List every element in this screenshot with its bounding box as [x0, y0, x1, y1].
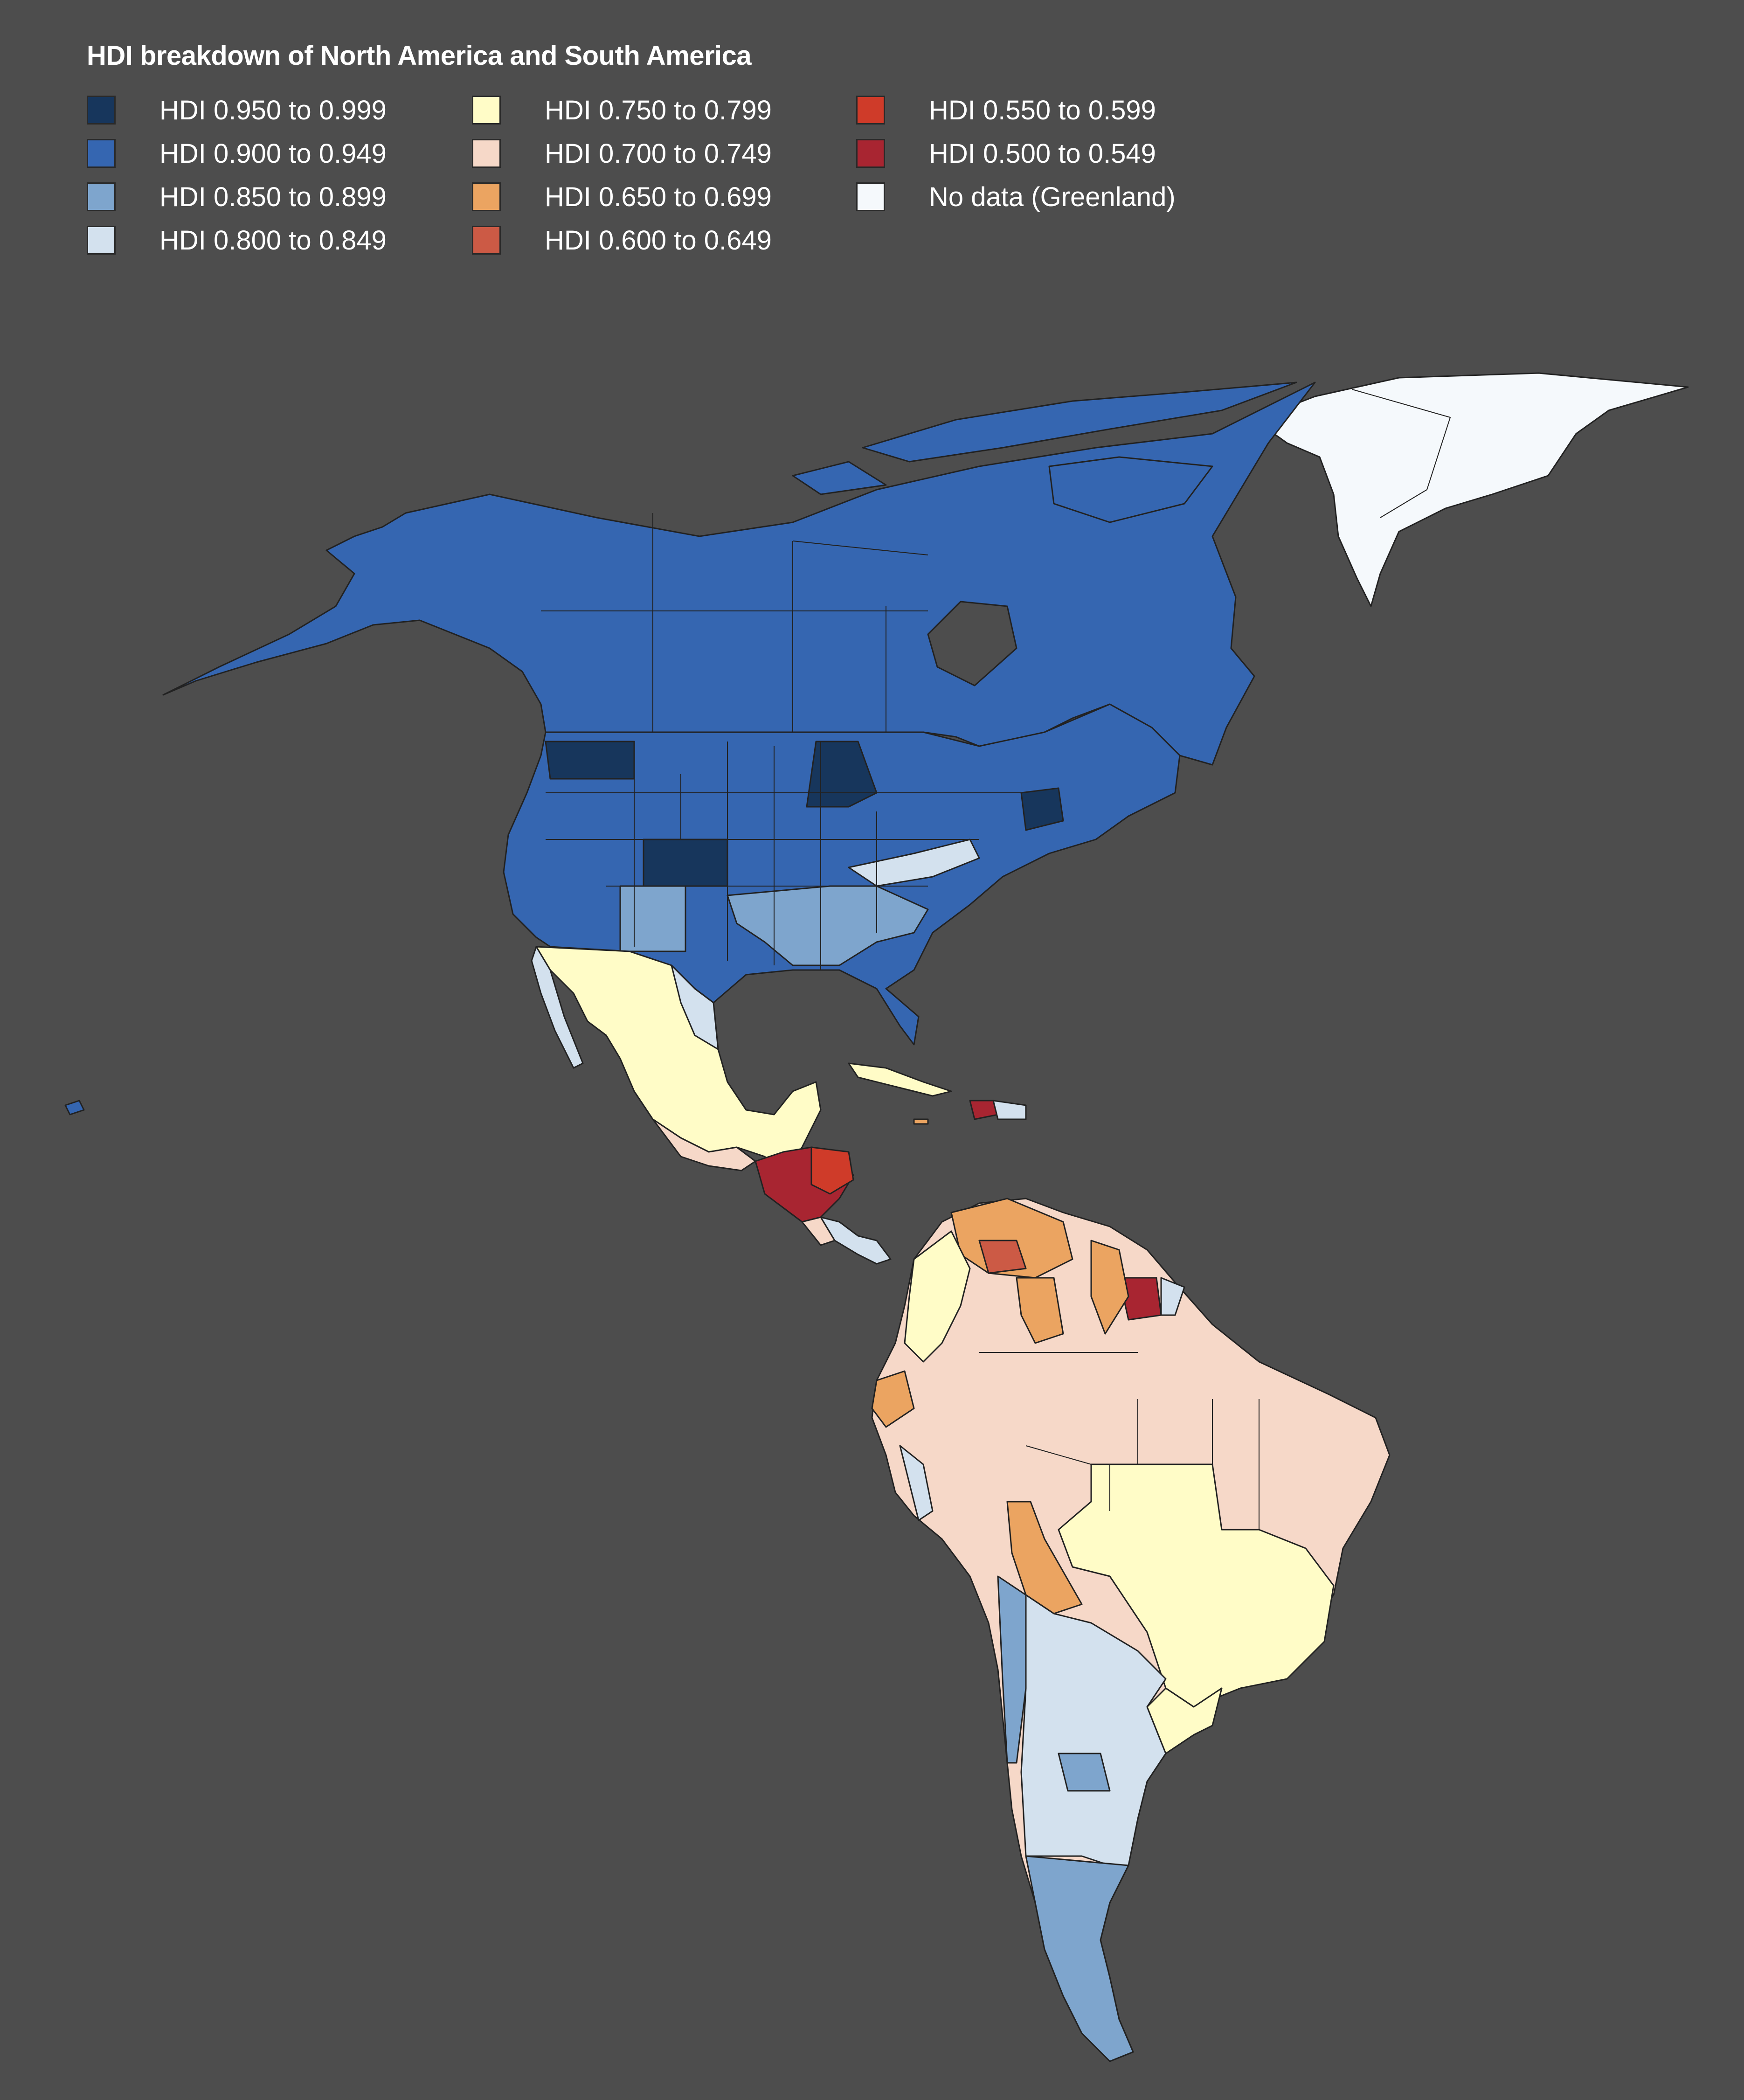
region-colorado: [643, 839, 728, 887]
region-dominican-republic: [992, 1100, 1027, 1120]
legend-swatch: [472, 139, 501, 168]
legend-label: HDI 0.500 to 0.549: [929, 139, 1156, 169]
legend-swatch: [856, 96, 885, 125]
legend-swatch: [87, 96, 116, 125]
legend-swatch: [87, 139, 116, 168]
map-title: HDI breakdown of North America and South…: [87, 41, 752, 71]
usa-state-borders: [546, 742, 1026, 970]
legend-label: HDI 0.750 to 0.799: [545, 95, 772, 125]
region-peru-coast: [899, 1445, 934, 1521]
legend-label: HDI 0.850 to 0.899: [159, 182, 387, 212]
legend-swatch: [87, 182, 116, 211]
region-colombia: [904, 1230, 971, 1363]
legend-label: HDI 0.800 to 0.849: [159, 225, 387, 256]
region-greenland: [1253, 372, 1689, 607]
south-america-borders: [979, 1352, 1260, 1530]
region-uruguay-south-brazil: [1146, 1687, 1223, 1754]
canada-borders: [541, 513, 928, 732]
region-mexico-north: [671, 964, 719, 1050]
region-bolivia-paraguay: [1006, 1501, 1083, 1615]
legend-swatch: [856, 182, 885, 211]
region-massachusetts: [1020, 787, 1064, 831]
region-french-guiana: [1160, 1277, 1185, 1316]
legend-swatch: [87, 226, 116, 255]
region-costa-rica-panama: [820, 1216, 892, 1265]
legend-swatch: [472, 96, 501, 125]
region-patagonia: [1025, 1855, 1134, 2062]
region-arctic-islands: [792, 381, 1297, 523]
region-usa: [503, 703, 1181, 1046]
region-baja: [531, 946, 584, 1069]
region-venezuela-amazonas: [1016, 1277, 1064, 1344]
legend-label: HDI 0.950 to 0.999: [159, 95, 387, 125]
legend-label: No data (Greenland): [929, 182, 1176, 212]
region-ecuador: [871, 1370, 915, 1428]
region-new-mexico: [619, 885, 686, 952]
region-canada: [162, 381, 1316, 766]
region-honduras: [810, 1146, 854, 1195]
legend-label: HDI 0.650 to 0.699: [545, 182, 772, 212]
region-nicaragua: [801, 1216, 836, 1246]
legend-label: HDI 0.700 to 0.749: [545, 139, 772, 169]
legend-label: HDI 0.550 to 0.599: [929, 95, 1156, 125]
legend-swatch: [472, 182, 501, 211]
region-argentina: [1020, 1594, 1167, 1866]
greenland-border: [1352, 389, 1451, 518]
region-washington: [545, 741, 635, 780]
region-venezuela-south: [978, 1240, 1027, 1274]
legend-swatch: [472, 226, 501, 255]
region-minnesota: [806, 741, 878, 808]
legend-swatch: [856, 139, 885, 168]
region-cuba: [848, 1062, 952, 1097]
legend-label: HDI 0.900 to 0.949: [159, 139, 387, 169]
region-jamaica: [913, 1118, 929, 1125]
region-buenos-aires: [1058, 1753, 1111, 1792]
region-guyana: [1090, 1240, 1129, 1335]
hudson-bay: [927, 601, 1017, 686]
region-hawaii: [64, 1100, 85, 1116]
legend-label: HDI 0.600 to 0.649: [545, 225, 772, 256]
